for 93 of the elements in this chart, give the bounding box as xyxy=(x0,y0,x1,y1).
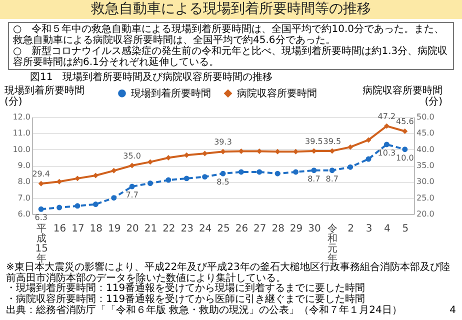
y2-tick-label: 30.0 xyxy=(416,177,434,186)
y-tick-label: 6.0 xyxy=(18,210,30,218)
data-label: 39.5 xyxy=(323,136,342,146)
point xyxy=(366,137,372,143)
x-tick-label: 23 xyxy=(180,224,194,234)
point xyxy=(293,148,298,154)
x-tick-label: 17 xyxy=(72,224,84,234)
x-tick-label: 19 xyxy=(108,224,121,234)
y2-tick-label: 50.0 xyxy=(416,112,434,122)
point xyxy=(166,155,172,160)
y2-tick-label: 25.0 xyxy=(416,193,434,202)
data-label: 47.2 xyxy=(378,112,396,122)
x-tick-label: 22 xyxy=(162,224,176,234)
point xyxy=(348,164,354,170)
x-tick-label: 20 xyxy=(126,224,139,234)
legend-label: 病院収容所要時間 xyxy=(237,87,317,100)
y-tick-label: 9.0 xyxy=(18,161,30,170)
point xyxy=(92,202,98,208)
point xyxy=(129,184,135,190)
data-label: 29.4 xyxy=(32,170,50,179)
data-label: 35.0 xyxy=(123,152,141,160)
y-tick-label: 7.0 xyxy=(18,193,30,202)
x-tick-label: 4 xyxy=(384,224,390,234)
text: 4 xyxy=(450,305,456,316)
point xyxy=(38,206,44,212)
x-tick-label: 24 xyxy=(198,224,212,234)
data-label: 6.3 xyxy=(34,213,48,222)
text: ・現場到着所要時間：119番通報を受けてから現場に到着するまでに要した時間 xyxy=(6,283,366,294)
y-axis-title: 現場到着所要時間 (分) xyxy=(4,84,84,108)
point xyxy=(238,169,244,175)
x-tick-label: 30 xyxy=(308,224,321,234)
point xyxy=(402,128,408,134)
x-tick-label: 3 xyxy=(366,224,372,234)
point xyxy=(202,174,208,180)
point xyxy=(148,180,153,186)
point xyxy=(329,168,335,174)
y2-axis-title: 病院収容所要時間 (分) xyxy=(362,84,443,108)
x-tick-label: 29 xyxy=(290,224,303,234)
x-tick-label: 21 xyxy=(144,224,158,234)
point xyxy=(56,178,62,184)
point xyxy=(274,170,280,176)
y-tick-label: 8.0 xyxy=(18,177,30,186)
x-tick-label: 18 xyxy=(90,224,103,234)
data-label: 10.0 xyxy=(396,153,414,162)
point xyxy=(56,204,62,210)
point xyxy=(366,156,372,162)
point xyxy=(184,176,190,182)
point xyxy=(311,168,317,174)
y-tick-label: 11.0 xyxy=(12,128,30,138)
y2-tick-label: 35.0 xyxy=(416,161,434,170)
data-label: 10.3 xyxy=(378,148,396,158)
data-label: 8.5 xyxy=(216,178,230,187)
data-label: 39.5 xyxy=(305,136,323,146)
x-tick-label: 28 xyxy=(272,224,284,234)
legend-label: 現場到着所要時間 xyxy=(131,87,211,100)
point xyxy=(166,177,172,183)
point xyxy=(129,162,135,168)
point xyxy=(256,169,262,175)
y2-tick-label: 45.0 xyxy=(416,128,434,138)
text: ・病院収容所要時間：119番通報を受けてから医師に引き継ぐまでに要した時間 xyxy=(6,294,366,305)
x-tick-label: 25 xyxy=(217,224,230,234)
x-tick-label: 令和元年 xyxy=(328,222,338,264)
point xyxy=(348,144,354,150)
chart-title: 救急自動車による現場到着所要時間等の推移 xyxy=(0,0,462,19)
point xyxy=(293,169,298,175)
x-tick-label: 5 xyxy=(402,224,409,234)
point xyxy=(111,195,117,201)
point xyxy=(148,159,153,165)
source-note: 出典：総務省消防庁「「令和６年版 救急・救助の現況」の公表」（令和７年１月24日） xyxy=(6,305,402,316)
point xyxy=(111,168,117,174)
caption: 図11 現場到着所要時間及び病院収容所要時間の推移 xyxy=(30,72,274,83)
y2-tick-label: 40.0 xyxy=(416,144,434,154)
point xyxy=(38,180,44,186)
x-tick-label: 16 xyxy=(53,224,66,234)
data-label: 8.7 xyxy=(326,174,339,184)
text: ※東日本大震災の影響により、平成22年及び平成23年の釜石大槌地区行政事務組合消防本部及び陸前高田市消防本部のデータを除いた数値により集計している。 xyxy=(6,262,451,284)
x-tick-label: 平成15年 xyxy=(35,224,48,264)
chart-subtitle: ○ 令和５年中の救急自動車による現場到着所要時間は、全国平均で約10.0分であった。また、救急自動車による病院収容所要時間は、全国平均で約45.6分であった。 ○ 新型コロナウイルス感染症の発生前の令和元年と比べ、現場到着所要時間は約1.3分、病院収容所要時間は約6.1分それぞれ延伸している。 xyxy=(13,24,449,68)
x-tick-label: 2 xyxy=(348,224,354,234)
point xyxy=(220,170,226,176)
y2-tick-label: 20.0 xyxy=(416,210,434,218)
x-tick-label: 27 xyxy=(254,224,266,234)
point xyxy=(384,142,390,148)
point xyxy=(402,146,408,152)
point xyxy=(384,123,390,129)
y-tick-label: 10.0 xyxy=(12,144,30,154)
point xyxy=(74,203,80,209)
data-label: 39.3 xyxy=(214,138,232,147)
y-tick-label: 12.0 xyxy=(12,112,30,122)
data-label: 8.7 xyxy=(308,174,320,184)
x-tick-label: 26 xyxy=(235,224,248,234)
data-label: 45.6 xyxy=(396,117,414,126)
data-label: 7.7 xyxy=(126,190,138,200)
